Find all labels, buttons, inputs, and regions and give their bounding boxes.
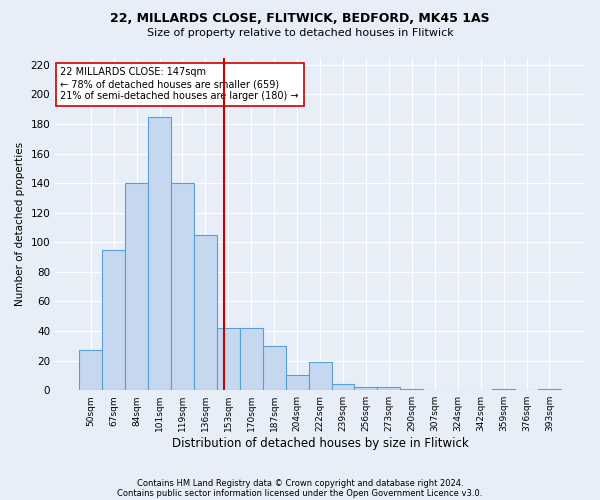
Bar: [194, 235, 217, 390]
Text: Size of property relative to detached houses in Flitwick: Size of property relative to detached ho…: [146, 28, 454, 38]
Bar: [102, 250, 125, 390]
Y-axis label: Number of detached properties: Number of detached properties: [15, 142, 25, 306]
Text: Contains HM Land Registry data © Crown copyright and database right 2024.: Contains HM Land Registry data © Crown c…: [137, 478, 463, 488]
Bar: [263, 346, 286, 390]
Bar: [286, 376, 308, 390]
Bar: [79, 350, 102, 390]
Bar: [217, 328, 240, 390]
Bar: [148, 116, 171, 390]
Bar: [240, 328, 263, 390]
Bar: [492, 388, 515, 390]
Bar: [377, 388, 400, 390]
Bar: [400, 388, 423, 390]
Bar: [355, 388, 377, 390]
Bar: [171, 183, 194, 390]
Bar: [125, 183, 148, 390]
Text: 22, MILLARDS CLOSE, FLITWICK, BEDFORD, MK45 1AS: 22, MILLARDS CLOSE, FLITWICK, BEDFORD, M…: [110, 12, 490, 26]
Bar: [308, 362, 332, 390]
Bar: [332, 384, 355, 390]
Text: 22 MILLARDS CLOSE: 147sqm
← 78% of detached houses are smaller (659)
21% of semi: 22 MILLARDS CLOSE: 147sqm ← 78% of detac…: [61, 68, 299, 100]
Bar: [538, 388, 561, 390]
Text: Contains public sector information licensed under the Open Government Licence v3: Contains public sector information licen…: [118, 488, 482, 498]
X-axis label: Distribution of detached houses by size in Flitwick: Distribution of detached houses by size …: [172, 437, 469, 450]
